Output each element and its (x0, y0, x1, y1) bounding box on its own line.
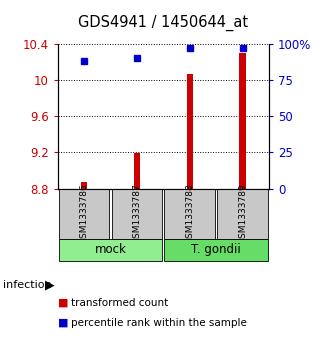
Text: ■: ■ (58, 298, 68, 308)
Text: GSM1333789: GSM1333789 (238, 183, 247, 244)
Bar (134, 154, 140, 189)
Text: GDS4941 / 1450644_at: GDS4941 / 1450644_at (78, 15, 248, 31)
Text: ■: ■ (58, 318, 68, 328)
Bar (59, 189, 110, 238)
Text: transformed count: transformed count (71, 298, 168, 308)
Text: GSM1333787: GSM1333787 (132, 183, 142, 244)
Bar (186, 74, 193, 189)
Bar (112, 189, 162, 238)
Bar (59, 238, 162, 261)
Bar (81, 183, 87, 189)
Text: infection: infection (3, 280, 52, 290)
Text: GSM1333786: GSM1333786 (80, 183, 89, 244)
Text: GSM1333788: GSM1333788 (185, 183, 194, 244)
Text: mock: mock (95, 244, 126, 256)
Bar (239, 53, 246, 189)
Text: ▶: ▶ (45, 278, 54, 291)
Text: T. gondii: T. gondii (191, 244, 241, 256)
Bar (217, 189, 268, 238)
Text: percentile rank within the sample: percentile rank within the sample (71, 318, 247, 328)
Bar (164, 238, 268, 261)
Bar (164, 189, 215, 238)
